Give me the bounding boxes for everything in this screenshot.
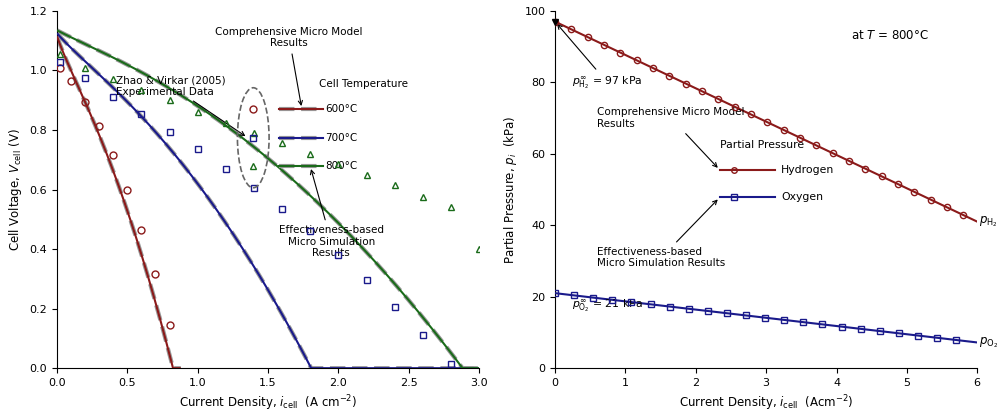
Text: Oxygen: Oxygen: [781, 192, 823, 202]
Text: 600°C: 600°C: [325, 104, 358, 114]
X-axis label: Current Density, $i_{\mathrm{cell}}$  (Acm$^{-2}$): Current Density, $i_{\mathrm{cell}}$ (Ac…: [679, 394, 853, 413]
X-axis label: Current Density, $i_{\mathrm{cell}}$  (A cm$^{-2}$): Current Density, $i_{\mathrm{cell}}$ (A …: [179, 394, 357, 413]
Text: Cell Temperature: Cell Temperature: [319, 79, 408, 89]
Text: $p_{\mathrm{H_2}}$: $p_{\mathrm{H_2}}$: [979, 214, 998, 229]
Text: 700°C: 700°C: [325, 133, 358, 143]
Text: Comprehensive Micro Model
Results: Comprehensive Micro Model Results: [215, 27, 363, 105]
Text: Comprehensive Micro Model
Results: Comprehensive Micro Model Results: [597, 107, 745, 167]
Text: Effectiveness-based
Micro Simulation Results: Effectiveness-based Micro Simulation Res…: [597, 200, 726, 268]
Text: $p_{\mathrm{O_2}}$: $p_{\mathrm{O_2}}$: [979, 335, 998, 350]
Text: Effectiveness-based
Micro Simulation
Results: Effectiveness-based Micro Simulation Res…: [278, 170, 384, 258]
Text: $p_{\mathrm{H_2}}^{\infty}$ = 97 kPa: $p_{\mathrm{H_2}}^{\infty}$ = 97 kPa: [558, 25, 642, 91]
Text: $p_{\mathrm{O_2}}^{\infty}$ = 21 kPa: $p_{\mathrm{O_2}}^{\infty}$ = 21 kPa: [572, 297, 643, 314]
Text: at $T$ = 800°C: at $T$ = 800°C: [850, 29, 929, 42]
Text: Hydrogen: Hydrogen: [781, 165, 834, 175]
Text: Partial Pressure: Partial Pressure: [720, 140, 804, 150]
Text: Zhao & Virkar (2005)
Experimental Data: Zhao & Virkar (2005) Experimental Data: [116, 75, 244, 136]
Y-axis label: Partial Pressure, $p_i$  (kPa): Partial Pressure, $p_i$ (kPa): [501, 116, 519, 264]
Text: 800°C: 800°C: [325, 161, 358, 171]
Y-axis label: Cell Voltage, $V_{\mathrm{cell}}$ (V): Cell Voltage, $V_{\mathrm{cell}}$ (V): [7, 128, 24, 251]
